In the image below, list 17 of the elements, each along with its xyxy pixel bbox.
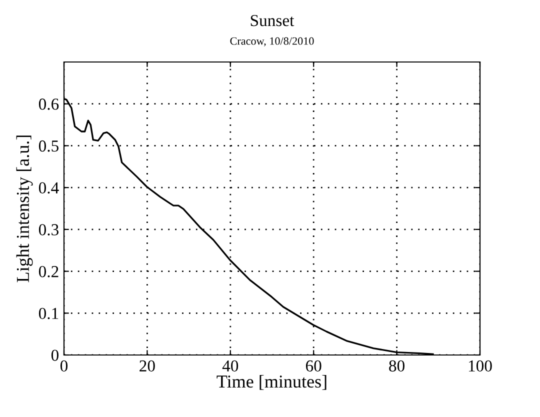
y-tick-label: 0.6 — [38, 98, 59, 110]
y-tick-label: 0.4 — [38, 182, 59, 194]
x-tick-label: 80 — [389, 360, 404, 372]
y-tick-label: 0.1 — [38, 308, 58, 320]
y-tick-label: 0.3 — [38, 224, 58, 236]
chart-subtitle: Cracow, 10/8/2010 — [230, 37, 314, 46]
x-tick-label: 20 — [140, 360, 155, 372]
x-tick-label: 40 — [222, 360, 238, 372]
x-tick-label: 60 — [306, 360, 322, 372]
x-tick-label: 100 — [468, 360, 492, 372]
y-tick-label: 0.5 — [38, 140, 58, 152]
y-tick-label: 0 — [51, 350, 59, 361]
y-tick-label: 0.2 — [38, 266, 58, 278]
x-axis-title: Time [minutes] — [216, 374, 326, 390]
y-axis-title: Light intensity [a.u.] — [16, 136, 33, 282]
x-tick-label: 0 — [60, 360, 68, 372]
chart-title: Sunset — [250, 14, 294, 26]
